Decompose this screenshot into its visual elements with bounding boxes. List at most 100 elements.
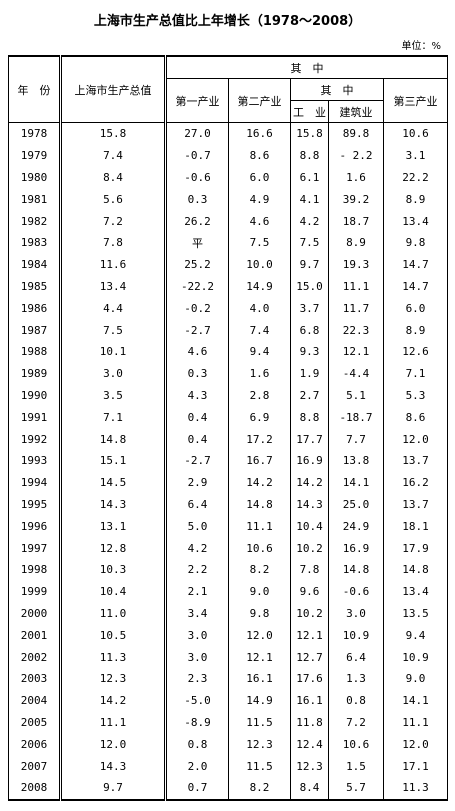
value-cell: 24.9 — [328, 515, 384, 538]
value-cell: 0.3 — [165, 362, 229, 385]
value-cell: 10.4 — [60, 580, 167, 603]
value-cell: 2.3 — [165, 667, 229, 690]
value-cell: 13.4 — [60, 275, 167, 298]
value-cell: 8.2 — [228, 558, 291, 581]
value-cell: 22.2 — [383, 166, 448, 189]
value-cell: 1.5 — [328, 755, 384, 777]
year-cell: 1998 — [8, 558, 62, 581]
value-cell: 8.8 — [290, 406, 329, 429]
year-cell: 2008 — [8, 776, 62, 800]
value-cell: 9.8 — [383, 231, 448, 254]
table-body: 1978 15.8 27.0 16.6 15.8 89.8 10.6 1979 7.4 -0.7 8… — [8, 122, 448, 800]
value-cell: 11.5 — [228, 755, 291, 777]
value-cell: 8.8 — [290, 144, 329, 167]
year-cell: 2007 — [8, 755, 62, 777]
year-cell: 1979 — [8, 144, 62, 167]
value-cell: -8.9 — [165, 711, 229, 734]
value-cell: 14.1 — [383, 689, 448, 712]
table-row: 1996 13.1 5.0 11.1 10.4 24.9 18.1 — [8, 515, 448, 538]
table-row: 2003 12.3 2.3 16.1 17.6 1.3 9.0 — [8, 667, 448, 690]
value-cell: -2.7 — [165, 319, 229, 341]
header-cell: 上海市生产总值 — [60, 55, 167, 123]
value-cell: 1.6 — [228, 362, 291, 385]
value-cell: 14.9 — [228, 275, 291, 298]
value-cell: 10.2 — [290, 602, 329, 625]
value-cell: 17.6 — [290, 667, 329, 690]
header-cell: 第二产业 — [228, 78, 291, 123]
value-cell: 8.6 — [228, 144, 291, 167]
year-cell: 1994 — [8, 471, 62, 494]
year-cell: 1992 — [8, 428, 62, 450]
value-cell: 7.2 — [328, 711, 384, 734]
value-cell: 12.7 — [290, 646, 329, 668]
value-cell: 8.4 — [60, 166, 167, 189]
value-cell: 14.7 — [383, 253, 448, 276]
value-cell: 3.0 — [165, 646, 229, 668]
value-cell: 2.1 — [165, 580, 229, 603]
value-cell: 13.4 — [383, 580, 448, 603]
value-cell: 9.4 — [228, 340, 291, 363]
value-cell: 4.3 — [165, 384, 229, 407]
value-cell: 17.1 — [383, 755, 448, 777]
table-row: 1999 10.4 2.1 9.0 9.6 -0.6 13.4 — [8, 580, 448, 603]
year-cell: 1978 — [8, 122, 62, 145]
value-cell: 10.5 — [60, 624, 167, 647]
year-cell: 1986 — [8, 297, 62, 320]
table-row: 1997 12.8 4.2 10.6 10.2 16.9 17.9 — [8, 537, 448, 559]
value-cell: 14.8 — [228, 493, 291, 516]
value-cell: 22.3 — [328, 319, 384, 341]
table-row: 2001 10.5 3.0 12.0 12.1 10.9 9.4 — [8, 624, 448, 647]
value-cell: 8.9 — [328, 231, 384, 254]
year-cell: 1999 — [8, 580, 62, 603]
value-cell: 2.8 — [228, 384, 291, 407]
table-row: 2004 14.2 -5.0 14.9 16.1 0.8 14.1 — [8, 689, 448, 712]
value-cell: 1.6 — [328, 166, 384, 189]
year-cell: 1980 — [8, 166, 62, 189]
value-cell: 17.9 — [383, 537, 448, 559]
table-row: 1993 15.1 -2.7 16.7 16.9 13.8 13.7 — [8, 449, 448, 472]
table-row: 1995 14.3 6.4 14.8 14.3 25.0 13.7 — [8, 493, 448, 516]
value-cell: 7.2 — [60, 210, 167, 232]
value-cell: 14.3 — [290, 493, 329, 516]
value-cell: -2.7 — [165, 449, 229, 472]
table-row: 1978 15.8 27.0 16.6 15.8 89.8 10.6 — [8, 122, 448, 145]
value-cell: 7.4 — [60, 144, 167, 167]
value-cell: 2.0 — [165, 755, 229, 777]
value-cell: 13.7 — [383, 493, 448, 516]
value-cell: 14.2 — [228, 471, 291, 494]
value-cell: 12.1 — [228, 646, 291, 668]
value-cell: -18.7 — [328, 406, 384, 429]
value-cell: 16.9 — [328, 537, 384, 559]
value-cell: 4.9 — [228, 188, 291, 211]
year-cell: 2006 — [8, 733, 62, 756]
value-cell: 25.0 — [328, 493, 384, 516]
value-cell: 0.4 — [165, 406, 229, 429]
table-row: 2007 14.3 2.0 11.5 12.3 1.5 17.1 — [8, 755, 448, 777]
table-row: 1988 10.1 4.6 9.4 9.3 12.1 12.6 — [8, 340, 448, 363]
value-cell: 7.1 — [60, 406, 167, 429]
value-cell: 7.8 — [290, 558, 329, 581]
value-cell: 15.8 — [60, 122, 167, 145]
year-cell: 1991 — [8, 406, 62, 429]
value-cell: 3.4 — [165, 602, 229, 625]
header-cell: 第三产业 — [383, 78, 448, 123]
value-cell: 7.4 — [228, 319, 291, 341]
header-cell: 建筑业 — [328, 100, 384, 123]
table-row: 2005 11.1 -8.9 11.5 11.8 7.2 11.1 — [8, 711, 448, 734]
value-cell: 8.6 — [383, 406, 448, 429]
value-cell: 16.9 — [290, 449, 329, 472]
value-cell: 15.8 — [290, 122, 329, 145]
value-cell: 9.4 — [383, 624, 448, 647]
value-cell: 12.8 — [60, 537, 167, 559]
value-cell: -0.6 — [165, 166, 229, 189]
value-cell: 15.1 — [60, 449, 167, 472]
value-cell: 9.7 — [290, 253, 329, 276]
value-cell: 4.2 — [165, 537, 229, 559]
value-cell: 12.1 — [290, 624, 329, 647]
table-row: 2006 12.0 0.8 12.3 12.4 10.6 12.0 — [8, 733, 448, 756]
table-row: 2002 11.3 3.0 12.1 12.7 6.4 10.9 — [8, 646, 448, 668]
value-cell: 10.2 — [290, 537, 329, 559]
value-cell: 14.1 — [328, 471, 384, 494]
